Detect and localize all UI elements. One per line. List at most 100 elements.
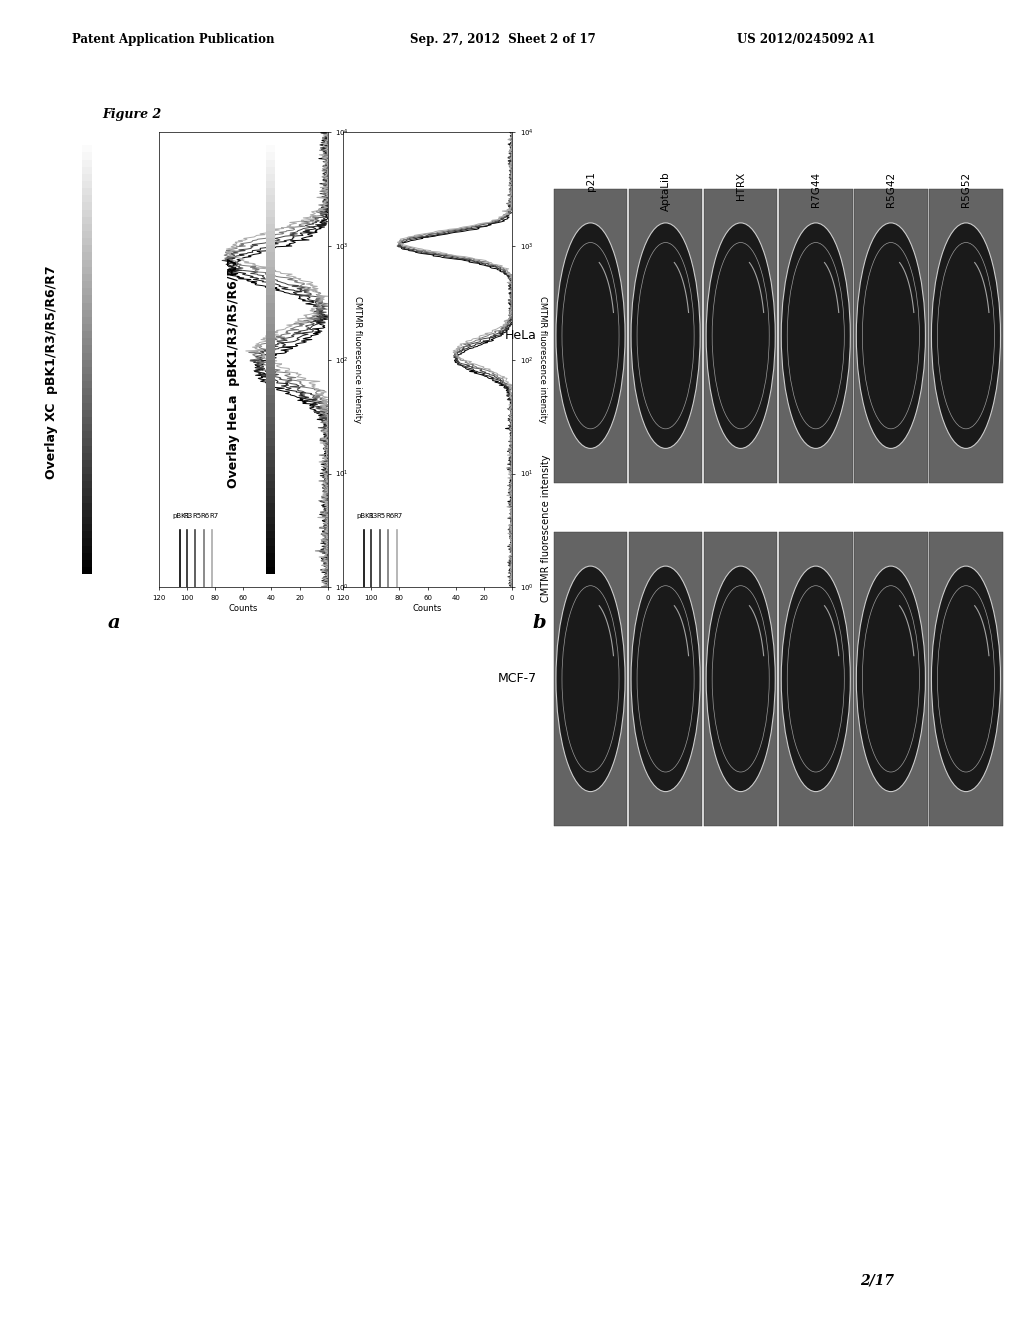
Bar <box>266 388 274 396</box>
Bar <box>554 532 628 826</box>
Bar <box>82 195 92 202</box>
Text: a: a <box>108 614 120 632</box>
Bar <box>82 317 92 323</box>
Bar <box>266 503 274 510</box>
Bar <box>82 216 92 224</box>
Bar <box>82 187 92 195</box>
Bar <box>82 424 92 432</box>
Bar <box>266 453 274 459</box>
Bar <box>266 331 274 338</box>
Bar <box>82 367 92 374</box>
Bar <box>266 216 274 224</box>
Bar <box>266 238 274 246</box>
Bar <box>266 302 274 310</box>
Bar <box>266 432 274 438</box>
Bar <box>82 560 92 568</box>
Text: MCF-7: MCF-7 <box>498 672 537 685</box>
Bar <box>266 296 274 302</box>
Bar <box>266 367 274 374</box>
Bar <box>82 467 92 474</box>
Bar <box>82 267 92 275</box>
Bar <box>266 323 274 331</box>
Bar <box>82 160 92 166</box>
Y-axis label: CMTMR fluorescence intensity: CMTMR fluorescence intensity <box>353 296 362 424</box>
Text: AptaLib: AptaLib <box>660 172 671 211</box>
Bar <box>82 403 92 409</box>
Bar <box>266 568 274 574</box>
Bar <box>82 338 92 346</box>
Bar <box>266 346 274 352</box>
Bar <box>266 553 274 560</box>
Text: p21: p21 <box>586 172 596 191</box>
Text: R3: R3 <box>368 513 377 519</box>
Circle shape <box>781 223 850 449</box>
Bar <box>82 409 92 417</box>
Bar <box>779 532 853 826</box>
Text: R5G52: R5G52 <box>961 172 971 206</box>
Bar <box>266 446 274 453</box>
Bar <box>82 553 92 560</box>
Text: pBK1: pBK1 <box>356 513 375 519</box>
Text: R7: R7 <box>209 513 218 519</box>
Bar <box>82 453 92 459</box>
Bar <box>266 352 274 360</box>
Bar <box>266 260 274 267</box>
Bar <box>82 288 92 296</box>
Bar <box>854 532 928 826</box>
Bar <box>82 152 92 160</box>
Text: CMTMR fluorescence intensity: CMTMR fluorescence intensity <box>541 454 551 602</box>
Bar <box>266 545 274 553</box>
Bar <box>266 417 274 424</box>
Bar <box>82 331 92 338</box>
Bar <box>82 296 92 302</box>
Bar <box>266 187 274 195</box>
Bar <box>854 189 928 483</box>
Bar <box>266 202 274 210</box>
Text: Overlay HeLa  pBK1/R3/R5/R6/R7: Overlay HeLa pBK1/R3/R5/R6/R7 <box>227 257 240 487</box>
Bar <box>266 374 274 381</box>
Circle shape <box>932 223 1000 449</box>
Circle shape <box>631 223 700 449</box>
Bar <box>82 252 92 260</box>
Bar <box>266 517 274 524</box>
Bar <box>266 224 274 231</box>
Bar <box>266 273 274 281</box>
Circle shape <box>707 566 775 792</box>
Text: R5: R5 <box>377 513 386 519</box>
Bar <box>266 424 274 432</box>
Bar <box>82 310 92 317</box>
Bar <box>266 409 274 417</box>
Bar <box>266 281 274 288</box>
Bar <box>266 288 274 296</box>
Bar <box>82 545 92 553</box>
Bar <box>82 273 92 281</box>
Bar <box>82 281 92 288</box>
Bar <box>82 174 92 181</box>
Bar <box>82 374 92 381</box>
Bar <box>266 145 274 152</box>
Bar <box>266 152 274 160</box>
Bar <box>82 495 92 503</box>
Bar <box>82 510 92 517</box>
Bar <box>82 388 92 396</box>
Bar <box>82 166 92 174</box>
Bar <box>266 338 274 346</box>
Bar <box>82 532 92 539</box>
Text: R6: R6 <box>201 513 210 519</box>
Bar <box>266 160 274 166</box>
Bar <box>82 459 92 467</box>
Bar <box>266 438 274 446</box>
Bar <box>266 310 274 317</box>
Bar <box>266 252 274 260</box>
Bar <box>82 539 92 545</box>
Bar <box>266 539 274 545</box>
Bar <box>266 381 274 388</box>
Bar <box>266 396 274 403</box>
Bar <box>266 166 274 174</box>
Bar <box>82 231 92 238</box>
Bar <box>266 482 274 488</box>
Bar <box>929 532 1002 826</box>
Y-axis label: CMTMR fluorescence intensity: CMTMR fluorescence intensity <box>538 296 547 424</box>
Bar <box>82 224 92 231</box>
Bar <box>629 189 702 483</box>
